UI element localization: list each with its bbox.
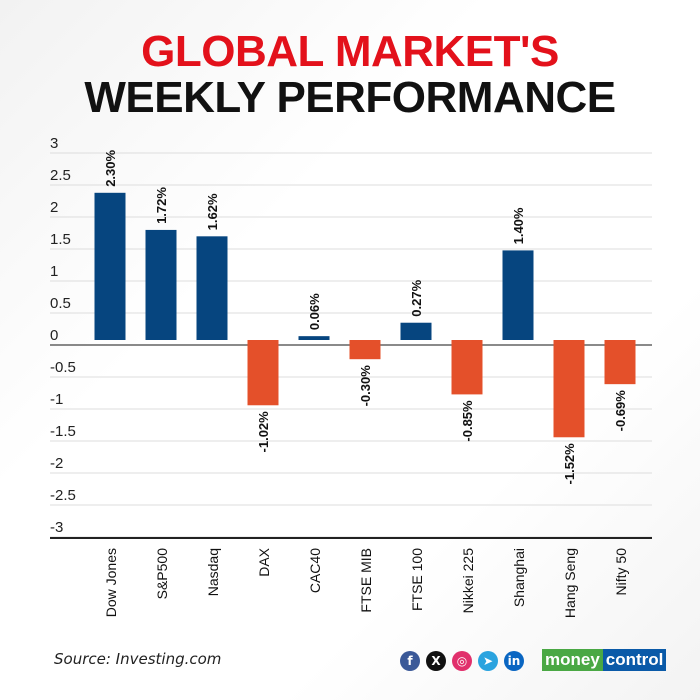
x-tick-label: Hang Seng	[562, 548, 578, 618]
logo-money: money	[542, 649, 603, 671]
y-tick-label: -3	[50, 519, 63, 536]
y-tick-label: -0.5	[50, 359, 76, 376]
bar-dow-jones	[94, 192, 126, 340]
y-tick-label: -2.5	[50, 487, 76, 504]
data-label: 1.62%	[205, 193, 220, 230]
telegram-icon[interactable]: ➤	[478, 651, 498, 671]
y-tick-label: -2	[50, 455, 63, 472]
bar-shanghai	[502, 250, 534, 340]
y-tick-label: 0	[50, 327, 58, 344]
x-icon[interactable]: X	[426, 651, 446, 671]
x-tick-label: Shanghai	[511, 548, 527, 607]
data-label: 2.30%	[103, 149, 118, 186]
x-tick-label: Nikkei 225	[460, 548, 476, 614]
y-tick-label: -1	[50, 391, 63, 408]
data-label: -1.02%	[256, 411, 271, 453]
data-label: 0.06%	[307, 293, 322, 330]
y-tick-label: 3	[50, 135, 58, 152]
y-tick-label: -1.5	[50, 423, 76, 440]
x-tick-label: FTSE MIB	[358, 548, 374, 613]
title-line-1: GLOBAL MARKET'S	[141, 27, 559, 76]
bar-dax	[247, 340, 279, 406]
bar-s-p500	[145, 229, 177, 340]
data-label: -1.52%	[562, 443, 577, 485]
linkedin-icon[interactable]: in	[504, 651, 524, 671]
y-tick-label: 2	[50, 199, 58, 216]
bar-nifty-50	[604, 340, 636, 385]
x-tick-label: Nasdaq	[205, 548, 221, 596]
y-tick-label: 2.5	[50, 167, 71, 184]
x-tick-label: Dow Jones	[103, 548, 119, 617]
bar-ftse-mib	[349, 340, 381, 360]
data-label: 1.40%	[511, 207, 526, 244]
data-label: 1.72%	[154, 187, 169, 224]
facebook-icon[interactable]: f	[400, 651, 420, 671]
y-tick-label: 1	[50, 263, 58, 280]
title-line-2: WEEKLY PERFORMANCE	[84, 73, 616, 122]
data-label: -0.69%	[613, 390, 628, 432]
bar-cac40	[298, 336, 330, 340]
y-tick-label: 1.5	[50, 231, 71, 248]
x-tick-label: S&P500	[154, 548, 170, 600]
data-label: -0.30%	[358, 365, 373, 407]
bar-hang-seng	[553, 340, 585, 438]
x-tick-label: CAC40	[307, 548, 323, 593]
source-text: Source: Investing.com	[54, 650, 222, 668]
bar-nikkei-225	[451, 340, 483, 395]
bar-ftse-100	[400, 322, 432, 340]
y-tick-label: 0.5	[50, 295, 71, 312]
x-tick-label: FTSE 100	[409, 548, 425, 611]
bar-nasdaq	[196, 236, 228, 340]
bar-chart: 3 2.5 2 1.5 1 0.5 0 -0.5 -1 -1.5 -2 -2.5 -3 2.30% Dow …	[50, 135, 652, 618]
x-tick-label: Nifty 50	[613, 548, 629, 596]
logo-control: control	[602, 649, 667, 671]
moneycontrol-logo: money control	[542, 649, 667, 671]
data-label: -0.85%	[460, 400, 475, 442]
instagram-icon[interactable]: ◎	[452, 651, 472, 671]
x-tick-label: DAX	[256, 547, 272, 576]
data-label: 0.27%	[409, 279, 424, 316]
